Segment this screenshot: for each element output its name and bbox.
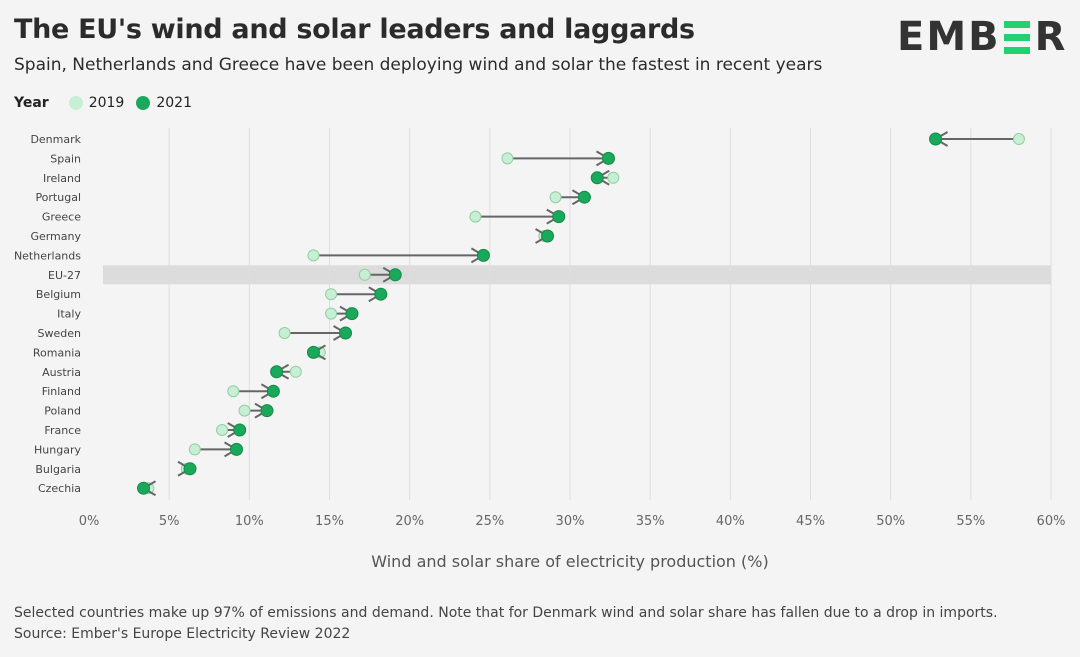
category-label: Greece	[42, 211, 81, 224]
point-2019	[227, 385, 240, 398]
point-2019	[188, 443, 201, 456]
footnote: Selected countries make up 97% of emissi…	[14, 605, 998, 621]
point-2019	[325, 307, 338, 320]
category-label: Germany	[30, 230, 81, 243]
category-label: Italy	[57, 308, 81, 321]
logo-green-e	[1003, 20, 1030, 54]
category-label: Finland	[42, 385, 81, 398]
chart-title: The EU's wind and solar leaders and lagg…	[14, 14, 695, 45]
x-tick-label: 60%	[1037, 514, 1066, 529]
category-label: Belgium	[36, 288, 81, 301]
point-2019	[289, 365, 302, 378]
category-label: Denmark	[30, 133, 81, 146]
point-2019	[325, 288, 338, 301]
legend-swatch-2019	[68, 96, 83, 110]
x-tick-label: 10%	[235, 514, 264, 529]
legend-item-2019: 2019	[88, 95, 125, 111]
point-2021	[137, 481, 151, 495]
point-2021	[230, 442, 244, 456]
category-label: France	[44, 424, 81, 437]
x-axis-label: Wind and solar share of electricity prod…	[371, 552, 768, 571]
x-tick-label: 5%	[159, 514, 180, 529]
point-2021	[183, 462, 197, 476]
category-label: Romania	[33, 346, 81, 359]
point-2019	[469, 210, 482, 223]
point-2021	[577, 190, 591, 204]
x-tick-label: 15%	[315, 514, 344, 529]
legend: Year 2019 2021	[14, 95, 192, 111]
category-label: Bulgaria	[35, 463, 81, 476]
point-2021	[374, 287, 388, 301]
point-2021	[601, 151, 615, 165]
point-2021	[388, 268, 402, 282]
point-2021	[260, 404, 274, 418]
x-tick-label: 55%	[956, 514, 985, 529]
point-2019	[607, 171, 620, 184]
point-2019	[238, 404, 251, 417]
category-label: Sweden	[38, 327, 81, 340]
category-label: Portugal	[35, 191, 81, 204]
point-2021	[266, 384, 280, 398]
x-tick-label: 50%	[876, 514, 905, 529]
x-tick-label: 30%	[556, 514, 585, 529]
point-2021	[345, 307, 359, 321]
point-2021	[476, 248, 490, 262]
category-label: Spain	[50, 152, 81, 165]
legend-swatch-2021	[136, 96, 151, 110]
point-2019	[1012, 133, 1025, 145]
x-tick-label: 45%	[796, 514, 825, 529]
source: Source: Ember's Europe Electricity Revie…	[14, 626, 351, 642]
point-2021	[552, 210, 566, 224]
category-label: EU-27	[48, 269, 81, 282]
point-2021	[306, 345, 320, 359]
point-2019	[278, 327, 291, 339]
legend-item-2021: 2021	[156, 95, 192, 111]
point-2021	[590, 171, 604, 185]
category-label: Czechia	[38, 482, 81, 495]
point-2021	[233, 423, 247, 437]
point-2019	[549, 191, 562, 204]
legend-label: Year	[14, 95, 49, 111]
point-2021	[929, 132, 943, 146]
point-2021	[541, 229, 555, 243]
highlight-band	[103, 265, 1051, 285]
point-2021	[339, 326, 353, 340]
x-tick-label: 25%	[475, 514, 504, 529]
x-tick-label: 35%	[636, 514, 665, 529]
point-2019	[307, 249, 320, 262]
x-tick-label: 20%	[395, 514, 424, 529]
x-tick-label: 0%	[79, 514, 100, 529]
category-label: Poland	[44, 405, 81, 418]
point-2019	[358, 268, 371, 281]
point-2019	[501, 152, 514, 165]
point-2021	[270, 365, 284, 379]
category-label: Netherlands	[14, 249, 81, 262]
category-label: Ireland	[43, 172, 81, 185]
chart-subtitle: Spain, Netherlands and Greece have been …	[14, 55, 823, 75]
ember-logo: EMB R	[897, 14, 1068, 60]
point-2019	[216, 424, 229, 436]
category-label: Hungary	[34, 443, 81, 456]
category-label: Austria	[42, 366, 81, 379]
x-tick-label: 40%	[716, 514, 745, 529]
